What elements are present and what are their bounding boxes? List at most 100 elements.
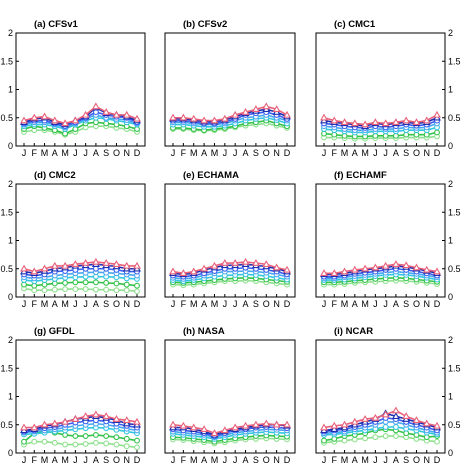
data-point bbox=[412, 263, 421, 271]
data-point bbox=[122, 419, 131, 427]
x-tick-label: O bbox=[413, 299, 420, 309]
data-point bbox=[422, 419, 431, 427]
data-point bbox=[103, 440, 110, 447]
data-point bbox=[189, 267, 198, 275]
data-point bbox=[122, 261, 131, 269]
data-point bbox=[179, 269, 188, 277]
data-point bbox=[251, 105, 260, 113]
x-tick-label: A bbox=[201, 299, 207, 309]
x-tick-label: J bbox=[83, 455, 88, 465]
data-point bbox=[133, 261, 141, 269]
x-tick-label: N bbox=[423, 299, 430, 309]
data-point bbox=[231, 110, 240, 118]
x-tick-label: S bbox=[103, 148, 109, 158]
y-tick-label: 1 bbox=[8, 392, 13, 402]
x-tick-label: J bbox=[233, 455, 238, 465]
data-point bbox=[20, 264, 28, 272]
x-tick-label: A bbox=[52, 455, 58, 465]
x-tick-label: A bbox=[201, 455, 207, 465]
data-point bbox=[40, 420, 49, 428]
data-point bbox=[72, 441, 79, 448]
x-tick-label: A bbox=[93, 299, 99, 309]
data-point bbox=[112, 414, 121, 422]
x-tick-label: D bbox=[284, 455, 291, 465]
data-point bbox=[330, 116, 339, 124]
data-point bbox=[123, 443, 130, 450]
data-point bbox=[50, 419, 59, 427]
data-point bbox=[220, 258, 229, 266]
data-point bbox=[169, 113, 177, 121]
data-point bbox=[241, 107, 250, 115]
data-point bbox=[71, 414, 80, 422]
data-point bbox=[82, 441, 89, 447]
data-point bbox=[61, 261, 70, 269]
x-tick-label: S bbox=[103, 299, 109, 309]
y-tick-label: 2 bbox=[8, 28, 13, 38]
data-point bbox=[371, 118, 380, 126]
x-tick-label: J bbox=[83, 299, 88, 309]
series-pink bbox=[169, 257, 291, 277]
x-tick-label: F bbox=[181, 455, 187, 465]
data-point bbox=[392, 424, 399, 430]
x-tick-label: F bbox=[332, 148, 338, 158]
x-tick-label: N bbox=[123, 299, 130, 309]
y-tick-label: 2 bbox=[448, 335, 453, 345]
series-lightgreen bbox=[170, 435, 290, 447]
series-pink bbox=[20, 102, 141, 127]
data-point bbox=[433, 110, 441, 118]
x-tick-label: J bbox=[322, 299, 327, 309]
data-point bbox=[241, 257, 250, 265]
data-point bbox=[81, 110, 90, 118]
data-point bbox=[283, 265, 291, 273]
x-tick-label: J bbox=[73, 299, 78, 309]
data-point bbox=[102, 412, 111, 420]
x-tick-label: S bbox=[253, 148, 259, 158]
x-tick-label: J bbox=[22, 299, 27, 309]
x-tick-label: A bbox=[243, 299, 249, 309]
x-tick-label: O bbox=[263, 148, 270, 158]
x-tick-label: J bbox=[73, 148, 78, 158]
x-tick-label: A bbox=[201, 148, 207, 158]
x-tick-label: D bbox=[134, 148, 141, 158]
panel-title: (c) CMC1 bbox=[334, 19, 376, 30]
y-tick-label: 0.5 bbox=[448, 420, 461, 430]
data-point bbox=[92, 279, 99, 286]
y-tick-label: 0.5 bbox=[0, 113, 13, 123]
data-point bbox=[220, 426, 229, 434]
data-point bbox=[283, 420, 291, 428]
x-tick-label: J bbox=[322, 455, 327, 465]
data-point bbox=[133, 417, 141, 425]
data-point bbox=[382, 433, 389, 439]
data-point bbox=[123, 435, 130, 442]
data-point bbox=[391, 118, 400, 126]
x-tick-label: M bbox=[41, 148, 49, 158]
y-tick-label: 0 bbox=[448, 292, 453, 302]
x-tick-label: A bbox=[93, 148, 99, 158]
panel-title: (b) CFSv2 bbox=[183, 19, 227, 30]
data-point bbox=[391, 406, 400, 414]
data-point bbox=[422, 116, 431, 124]
panel-title: (g) GFDL bbox=[34, 326, 75, 337]
x-tick-label: J bbox=[223, 299, 228, 309]
x-tick-label: F bbox=[332, 455, 338, 465]
data-point bbox=[422, 265, 431, 273]
data-point bbox=[134, 282, 140, 289]
data-point bbox=[123, 281, 130, 288]
y-tick-label: 2 bbox=[448, 28, 453, 38]
panel-title: (a) CFSv1 bbox=[34, 19, 79, 30]
data-point bbox=[92, 439, 99, 446]
data-point bbox=[412, 416, 421, 423]
panel-frame bbox=[164, 339, 296, 454]
x-tick-label: M bbox=[341, 299, 349, 309]
data-point bbox=[272, 105, 281, 113]
data-point bbox=[21, 438, 27, 445]
x-tick-label: M bbox=[41, 455, 49, 465]
data-point bbox=[50, 261, 59, 269]
data-point bbox=[61, 119, 70, 127]
series-pink bbox=[169, 102, 291, 124]
data-point bbox=[350, 265, 359, 273]
data-point bbox=[169, 420, 177, 428]
x-tick-label: J bbox=[322, 148, 327, 158]
